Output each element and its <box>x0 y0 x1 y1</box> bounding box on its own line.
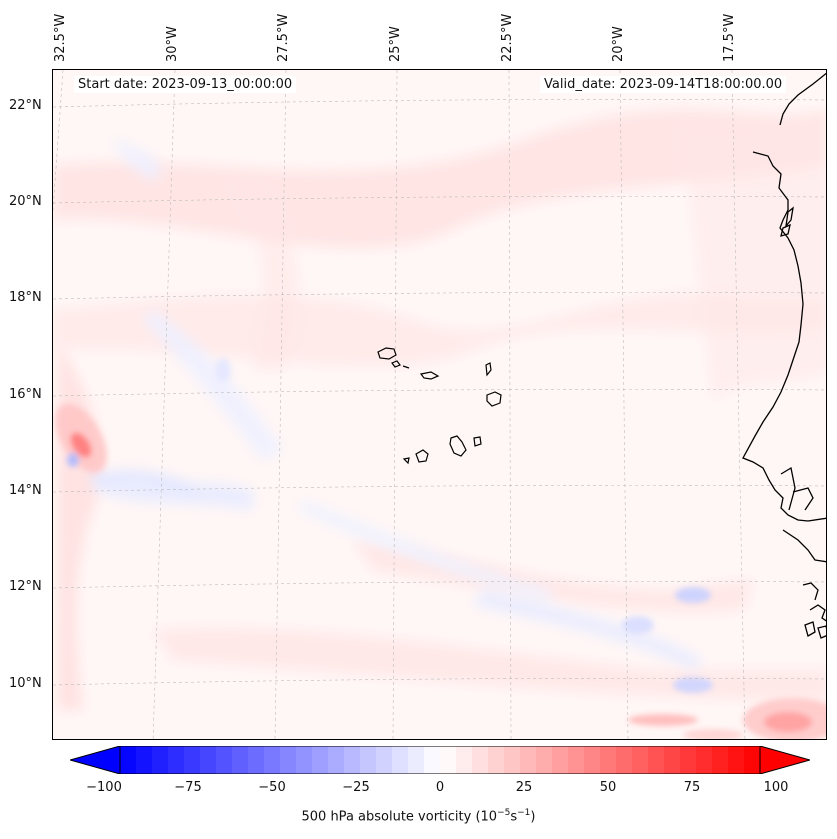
colorbar-cell <box>168 746 185 774</box>
colorbar-cell <box>280 746 297 774</box>
lat-label: 16°N <box>9 387 42 402</box>
colorbar-cell <box>488 746 505 774</box>
cape-verde-islands <box>377 347 502 465</box>
colorbar-cell <box>568 746 585 774</box>
lon-label: 25°W <box>388 26 403 62</box>
colorbar-cell <box>728 746 745 774</box>
lat-label: 22°N <box>9 98 42 113</box>
gridlines <box>53 70 826 739</box>
colorbar-cell <box>328 746 345 774</box>
start-date-label: Start date: 2023-09-13_00:00:00 <box>74 76 297 93</box>
colorbar-cell <box>424 746 441 774</box>
colorbar-cell <box>392 746 409 774</box>
lon-label: 22.5°W <box>500 13 515 62</box>
colorbar-tick-label: 50 <box>599 780 617 795</box>
vorticity-map <box>53 70 826 739</box>
colorbar-cell <box>440 746 457 774</box>
lat-label: 14°N <box>9 483 42 498</box>
colorbar-cell <box>680 746 697 774</box>
lon-label: 32.5°W <box>53 13 68 62</box>
colorbar-label-mid: s <box>510 809 518 825</box>
colorbar-cell <box>504 746 521 774</box>
colorbar-label: 500 hPa absolute vorticity (10−5s−1) <box>0 808 837 824</box>
lat-label: 12°N <box>9 579 42 594</box>
colorbar-cell <box>584 746 601 774</box>
colorbar-cell <box>632 746 649 774</box>
colorbar-cell <box>136 746 153 774</box>
colorbar-cell <box>664 746 681 774</box>
colorbar-cell <box>200 746 217 774</box>
colorbar-cell <box>296 746 313 774</box>
colorbar-cell <box>696 746 713 774</box>
colorbar-tick-label: −25 <box>342 780 370 795</box>
colorbar-cell <box>456 746 473 774</box>
colorbar-cell <box>408 746 425 774</box>
africa-coastline <box>742 72 826 639</box>
colorbar <box>70 746 810 774</box>
colorbar-min-arrow <box>70 746 121 774</box>
colorbar-cell <box>744 746 761 774</box>
negative-vorticity-shading <box>91 140 703 670</box>
colorbar-cell <box>600 746 617 774</box>
map-panel <box>52 69 827 740</box>
lon-label: 30°W <box>165 26 180 62</box>
colorbar-cell <box>344 746 361 774</box>
colorbar-cell <box>312 746 329 774</box>
colorbar-label-end: ) <box>530 809 536 825</box>
colorbar-cells <box>120 746 761 774</box>
colorbar-tick-label: 0 <box>435 780 445 795</box>
lon-label: 27.5°W <box>276 13 291 62</box>
colorbar-cell <box>536 746 553 774</box>
lat-label: 20°N <box>9 194 42 209</box>
colorbar-max-arrow <box>759 746 810 774</box>
colorbar-label-exp1: −5 <box>497 808 511 818</box>
colorbar-cell <box>152 746 169 774</box>
colorbar-tick-label: 75 <box>683 780 701 795</box>
colorbar-cell <box>264 746 281 774</box>
colorbar-cell <box>648 746 665 774</box>
vorticity-extremes <box>55 358 826 739</box>
colorbar-cell <box>184 746 201 774</box>
colorbar-cell <box>712 746 729 774</box>
colorbar-tick-label: −100 <box>86 780 122 795</box>
colorbar-tick-label: −50 <box>258 780 286 795</box>
colorbar-cell <box>248 746 265 774</box>
lat-label: 18°N <box>9 290 42 305</box>
colorbar-cell <box>520 746 537 774</box>
colorbar-frame <box>119 746 761 774</box>
colorbar-cell <box>360 746 377 774</box>
colorbar-cell <box>232 746 249 774</box>
colorbar-cell <box>616 746 633 774</box>
colorbar-cell <box>552 746 569 774</box>
lon-label: 20°W <box>611 26 626 62</box>
colorbar-cell <box>216 746 233 774</box>
colorbar-label-exp2: −1 <box>517 808 531 818</box>
colorbar-tick-label: 25 <box>515 780 533 795</box>
colorbar-tick-label: −75 <box>174 780 202 795</box>
colorbar-cell <box>376 746 393 774</box>
colorbar-cell <box>472 746 489 774</box>
lon-label: 17.5°W <box>722 13 737 62</box>
lat-label: 10°N <box>9 676 42 691</box>
valid-date-label: Valid_date: 2023-09-14T18:00:00.00 <box>540 76 787 93</box>
colorbar-label-main: 500 hPa absolute vorticity (10 <box>301 809 498 825</box>
colorbar-tick-label: 100 <box>763 780 789 795</box>
colorbar-cell <box>120 746 137 774</box>
